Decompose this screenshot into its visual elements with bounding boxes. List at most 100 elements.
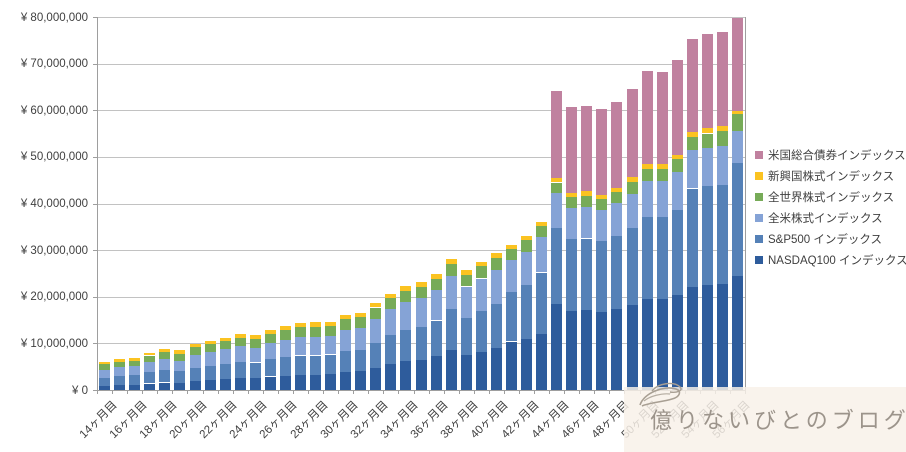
bar-segment-shinkoukoku [581, 191, 593, 196]
bar-segment-shinkoukoku [521, 235, 532, 241]
bar-segment-zenbei [219, 349, 231, 364]
bar-segment-nasdaq100 [310, 374, 321, 390]
bar-segment-nasdaq100 [114, 385, 126, 390]
legend-swatch-icon [755, 255, 763, 264]
x-axis-tick [564, 390, 566, 394]
bar-segment-nasdaq100 [536, 334, 548, 390]
x-axis-tick [217, 390, 219, 394]
bar-segment-nasdaq100 [596, 311, 608, 390]
x-axis-tick [609, 390, 611, 394]
bar-segment-zenbei [159, 359, 171, 371]
bar-segment-nasdaq100 [581, 310, 593, 390]
bar-segment-shinkoukoku [310, 322, 321, 327]
bar-segment-zensekai [445, 263, 457, 276]
bar-segment-shinkoukoku [174, 350, 186, 354]
bar-segment-nasdaq100 [174, 383, 186, 390]
bar-segment-nasdaq100 [340, 371, 352, 390]
bar-segment-saiken [581, 105, 593, 192]
bar-segment-saiken [671, 60, 683, 155]
bar-segment-zensekai [370, 307, 382, 319]
bar-segment-nasdaq100 [732, 276, 743, 390]
bar-segment-sp500 [264, 359, 276, 377]
bar-segment-sp500 [641, 216, 653, 299]
bar-segment-sp500 [430, 320, 442, 357]
bar-segment-saiken [716, 32, 728, 127]
legend-label: S&P500 インデックス [768, 233, 883, 246]
x-axis-tick [277, 390, 279, 394]
bar-segment-zenbei [490, 269, 502, 304]
y-axis-tick [93, 203, 97, 205]
x-axis-tick [142, 390, 144, 394]
bar-segment-nasdaq100 [626, 304, 638, 390]
legend-swatch-icon [755, 171, 763, 180]
x-axis-tick [413, 390, 415, 394]
y-axis-label: ¥ 60,000,000 [20, 104, 88, 117]
bar-segment-shinkoukoku [355, 312, 367, 318]
bar-segment-zensekai [716, 130, 728, 147]
x-axis-tick [534, 390, 535, 394]
bar-segment-zensekai [159, 352, 171, 360]
x-axis-tick [292, 390, 294, 394]
bar-segment-nasdaq100 [475, 351, 487, 390]
bar-segment-zensekai [310, 326, 321, 338]
bar-segment-shinkoukoku [566, 192, 578, 197]
bar-segment-zensekai [385, 298, 397, 310]
bar-segment-zenbei [581, 206, 593, 239]
bar-segment-zensekai [596, 199, 608, 210]
y-axis-tick [93, 390, 97, 391]
bar-segment-shinkoukoku [159, 349, 171, 353]
y-axis-label: ¥ 10,000,000 [20, 337, 88, 350]
bar-segment-zenbei [204, 352, 216, 366]
bar-segment-zenbei [656, 181, 668, 217]
bar-segment-zensekai [340, 319, 352, 330]
y-axis-tick [93, 343, 97, 345]
bar-segment-sp500 [521, 285, 532, 340]
bar-segment-sp500 [189, 367, 201, 382]
bar-segment-zenbei [189, 355, 201, 368]
bar-segment-nasdaq100 [294, 374, 306, 390]
y-axis-label: ¥ 20,000,000 [20, 291, 88, 304]
bar-segment-shinkoukoku [129, 357, 141, 361]
bar-segment-sp500 [114, 376, 126, 386]
x-axis-tick [172, 390, 174, 394]
bar-segment-zensekai [174, 353, 186, 361]
bar-segment-sp500 [536, 272, 548, 334]
bar-segment-sp500 [596, 241, 608, 312]
watermark-logo-icon [639, 382, 682, 407]
plot-right-border [745, 17, 746, 390]
x-axis-tick [338, 390, 340, 394]
y-axis-tick [93, 156, 97, 158]
bar-segment-shinkoukoku [144, 352, 156, 356]
gridline [97, 250, 745, 252]
bar-segment-sp500 [566, 239, 578, 311]
x-axis-tick [594, 390, 596, 394]
bar-segment-zensekai [566, 197, 578, 208]
bar-segment-zensekai [114, 361, 126, 368]
x-axis-tick [157, 390, 159, 394]
bar-segment-nasdaq100 [430, 356, 442, 390]
bar-segment-nasdaq100 [505, 341, 517, 390]
bar-segment-nasdaq100 [249, 378, 261, 390]
bar-segment-sp500 [415, 327, 427, 360]
bar-segment-shinkoukoku [340, 314, 352, 320]
y-axis-label: ¥ 80,000,000 [20, 11, 88, 24]
bar-segment-nasdaq100 [460, 355, 472, 390]
bar-segment-shinkoukoku [671, 154, 683, 160]
legend-swatch-icon [755, 192, 763, 201]
legend-item-sp500: S&P500 インデックス [755, 228, 906, 249]
bar-segment-zenbei [340, 329, 352, 352]
bar-segment-sp500 [385, 335, 397, 364]
gridline [97, 156, 745, 158]
bar-segment-sp500 [310, 355, 321, 375]
y-axis-tick [93, 250, 97, 252]
bar-segment-shinkoukoku [505, 244, 517, 250]
bar-segment-shinkoukoku [701, 128, 713, 134]
bar-segment-zenbei [430, 290, 442, 321]
bar-segment-zenbei [641, 180, 653, 217]
gridline [97, 110, 745, 112]
x-axis-tick [579, 390, 581, 394]
y-axis-label: ¥ 40,000,000 [20, 198, 88, 210]
y-axis-tick [93, 17, 97, 18]
bar-segment-zenbei [114, 367, 126, 377]
legend-swatch-icon [755, 150, 763, 159]
